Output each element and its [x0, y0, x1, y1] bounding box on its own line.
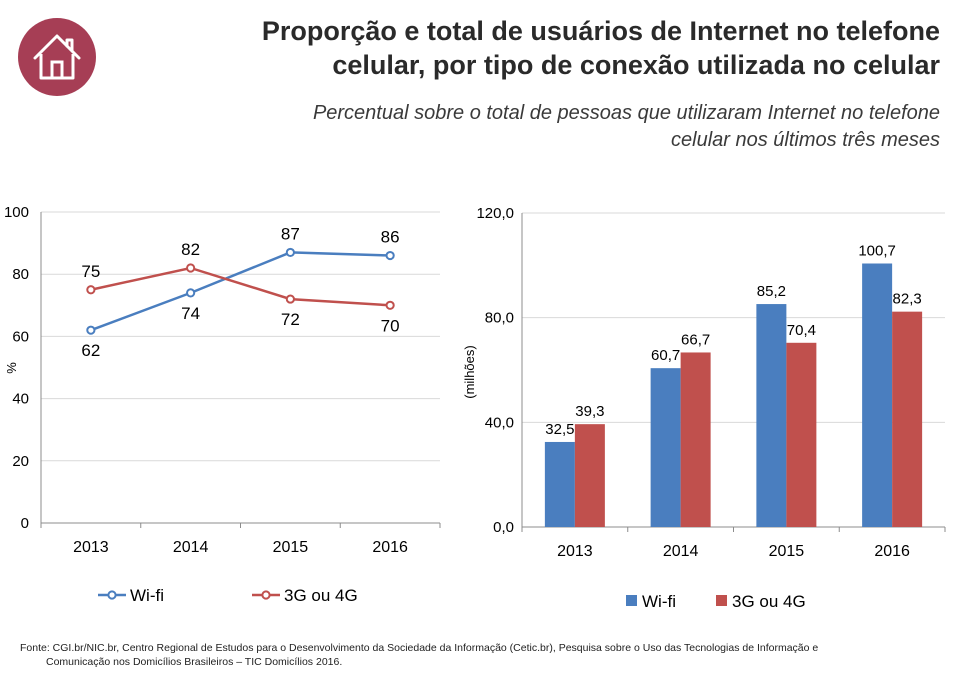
data-label: 70: [381, 316, 400, 335]
legend-label: 3G ou 4G: [732, 592, 806, 611]
y-tick-label: 80,0: [485, 310, 514, 327]
y-tick-label: 100: [4, 204, 29, 221]
page-title: Proporção e total de usuários de Interne…: [120, 14, 940, 82]
y-tick-label: 40: [12, 391, 29, 408]
y-tick-label: 40,0: [485, 414, 514, 431]
bar-3g-4g: [680, 352, 711, 527]
y-tick-label: 20: [12, 453, 29, 470]
bar-3g-4g: [786, 342, 817, 527]
data-label: 75: [81, 262, 100, 281]
legend-item-3g-4g: 3G ou 4G: [252, 586, 358, 605]
data-point: [186, 288, 196, 298]
data-point: [385, 300, 395, 310]
subtitle-line-1: Percentual sobre o total de pessoas que …: [312, 102, 940, 124]
logo-badge: [18, 18, 96, 96]
data-label: 87: [281, 224, 300, 243]
data-label: 72: [281, 310, 300, 329]
x-tick-label: 2013: [73, 539, 109, 556]
bar-wifi: [862, 263, 893, 527]
data-label: 70,4: [787, 322, 816, 339]
bar-3g-4g: [892, 311, 923, 527]
x-tick-label: 2014: [173, 539, 209, 556]
house-icon: [33, 34, 81, 80]
data-label: 66,7: [681, 331, 710, 348]
legend-item-wifi: Wi-fi: [626, 592, 676, 611]
x-tick-label: 2014: [663, 543, 699, 560]
legend-item-3g-4g: 3G ou 4G: [716, 592, 806, 611]
data-point: [86, 325, 96, 335]
data-point: [385, 250, 395, 261]
y-axis-label: %: [4, 362, 19, 374]
x-tick-label: 2016: [874, 543, 910, 560]
title-line-2: celular, por tipo de conexão utilizada n…: [332, 50, 940, 80]
y-tick-label: 120,0: [476, 205, 514, 222]
data-label: 32,5: [545, 421, 574, 438]
subtitle-line-2: celular nos últimos três meses: [671, 129, 940, 151]
legend-swatch: [716, 595, 727, 606]
footer-line-2: Comunicação nos Domicílios Brasileiros –…: [46, 656, 343, 668]
bar-wifi: [756, 304, 787, 527]
series-line-3g-4g: [90, 266, 391, 307]
data-point: [285, 294, 295, 304]
data-point: [186, 263, 196, 273]
y-tick-label: 80: [12, 266, 29, 283]
data-label: 82: [181, 240, 200, 259]
source-footer: Fonte: CGI.br/NIC.br, Centro Regional de…: [20, 641, 950, 669]
data-label: 86: [381, 228, 400, 247]
footer-line-1: Fonte: CGI.br/NIC.br, Centro Regional de…: [20, 642, 819, 654]
data-label: 39,3: [575, 403, 604, 420]
page-subtitle: Percentual sobre o total de pessoas que …: [160, 100, 940, 154]
data-label: 74: [181, 304, 200, 323]
x-tick-label: 2013: [557, 543, 593, 560]
legend-swatch: [626, 595, 637, 606]
legend-marker: [107, 590, 117, 600]
series-line-wifi: [90, 251, 391, 332]
data-label: 82,3: [893, 291, 922, 308]
data-label: 100,7: [858, 243, 896, 260]
legend-marker: [261, 590, 271, 600]
y-tick-label: 60: [12, 328, 29, 345]
x-tick-label: 2015: [273, 539, 309, 556]
data-label: 60,7: [651, 347, 680, 364]
y-tick-label: 0,0: [493, 519, 514, 536]
data-point: [285, 247, 295, 258]
x-tick-label: 2016: [372, 539, 408, 556]
data-point: [86, 285, 96, 295]
legend-item-wifi: Wi-fi: [98, 586, 164, 605]
bar-wifi: [544, 441, 575, 527]
legend-label: 3G ou 4G: [284, 586, 358, 605]
legend-label: Wi-fi: [130, 586, 164, 605]
y-axis-label: (milhões): [462, 345, 477, 398]
y-tick-label: 0: [21, 515, 29, 532]
data-label: 62: [81, 341, 100, 360]
title-line-1: Proporção e total de usuários de Interne…: [261, 16, 940, 46]
legend-label: Wi-fi: [642, 592, 676, 611]
bar-wifi: [650, 368, 681, 527]
bar-3g-4g: [574, 424, 605, 527]
data-label: 85,2: [757, 283, 786, 300]
x-tick-label: 2015: [769, 543, 805, 560]
